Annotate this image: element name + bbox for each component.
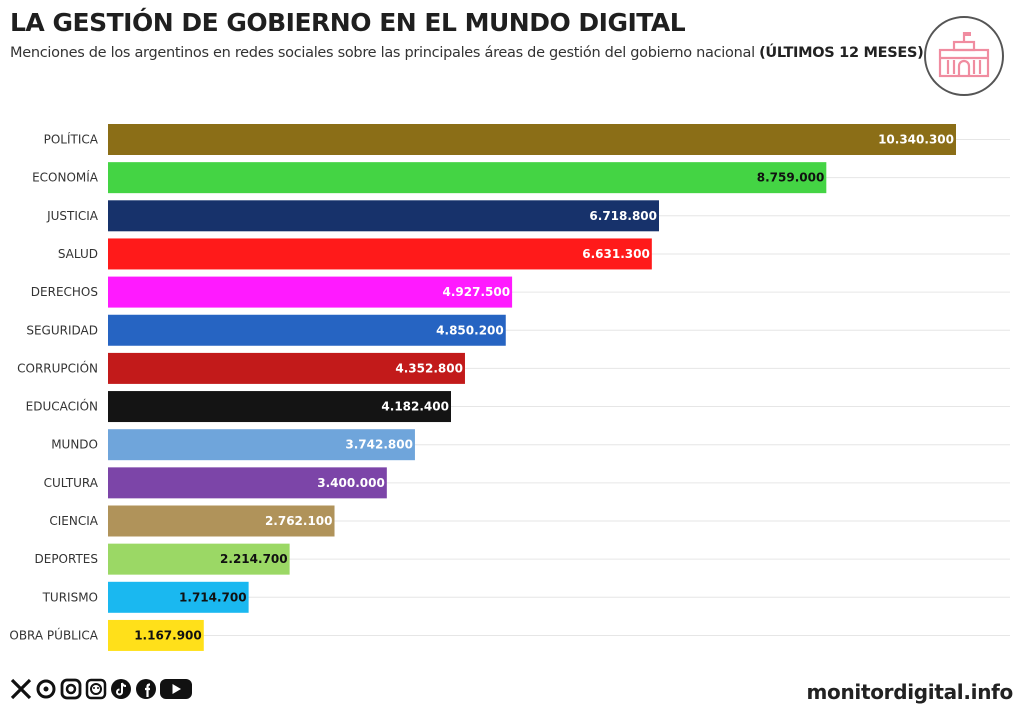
category-label: DEPORTES: [35, 552, 99, 566]
subtitle-period: (ÚLTIMOS 12 MESES): [759, 45, 924, 61]
facebook-icon[interactable]: [135, 678, 157, 704]
value-label: 2.762.100: [265, 514, 333, 528]
value-label: 3.400.000: [317, 476, 385, 490]
bar: [108, 543, 290, 575]
value-label: 3.742.800: [345, 438, 413, 452]
value-label: 1.714.700: [179, 590, 247, 604]
category-label: SALUD: [58, 247, 98, 261]
bar: [108, 314, 506, 346]
bar: [108, 391, 451, 423]
instagram-icon[interactable]: [60, 678, 82, 704]
category-label: ECONOMÍA: [32, 170, 99, 185]
bar-chart: POLÍTICA 10.340.300 ECONOMÍA 8.759.000 JUSTI…: [9, 124, 1010, 651]
value-label: 8.759.000: [757, 171, 825, 185]
category-label: DERECHOS: [31, 285, 98, 299]
value-label: 10.340.300: [878, 133, 954, 147]
bar: [108, 467, 387, 499]
casa-rosada-icon: [924, 16, 1004, 96]
category-label: SEGURIDAD: [26, 323, 98, 337]
category-label: CULTURA: [44, 476, 99, 490]
x-icon[interactable]: [10, 678, 32, 704]
bar: [108, 124, 956, 155]
bar: [108, 505, 335, 537]
subtitle-text: Menciones de los argentinos en redes soc…: [10, 45, 760, 61]
category-label: TURISMO: [42, 590, 98, 604]
bar: [108, 238, 652, 270]
value-label: 4.352.800: [395, 361, 463, 375]
category-label: POLÍTICA: [44, 132, 99, 147]
tiktok-icon[interactable]: [110, 678, 132, 704]
chart-subtitle: Menciones de los argentinos en redes soc…: [10, 45, 924, 61]
bar: [108, 429, 415, 461]
social-icons: [10, 678, 192, 704]
category-label: JUSTICIA: [46, 209, 99, 223]
category-label: EDUCACIÓN: [26, 399, 98, 414]
youtube-icon[interactable]: [160, 678, 192, 704]
value-label: 4.850.200: [436, 323, 504, 337]
category-label: OBRA PÚBLICA: [9, 627, 98, 642]
category-label: CIENCIA: [49, 514, 98, 528]
category-label: MUNDO: [51, 438, 98, 452]
value-label: 4.182.400: [381, 400, 449, 414]
bar: [108, 200, 660, 232]
value-label: 4.927.500: [443, 285, 511, 299]
site-url[interactable]: monitordigital.info: [806, 680, 1013, 704]
value-label: 6.631.300: [582, 247, 650, 261]
bar: [108, 581, 249, 613]
bar: [108, 276, 513, 308]
value-label: 1.167.900: [134, 628, 202, 642]
bar: [108, 352, 465, 384]
bar: [108, 619, 204, 651]
value-label: 2.214.700: [220, 552, 288, 566]
value-label: 6.718.800: [589, 209, 657, 223]
bar: [108, 162, 827, 194]
chart-title: LA GESTIÓN DE GOBIERNO EN EL MUNDO DIGIT…: [10, 8, 686, 37]
category-label: CORRUPCIÓN: [17, 360, 98, 375]
sticker-icon[interactable]: [85, 678, 107, 704]
threads-icon[interactable]: [35, 678, 57, 704]
